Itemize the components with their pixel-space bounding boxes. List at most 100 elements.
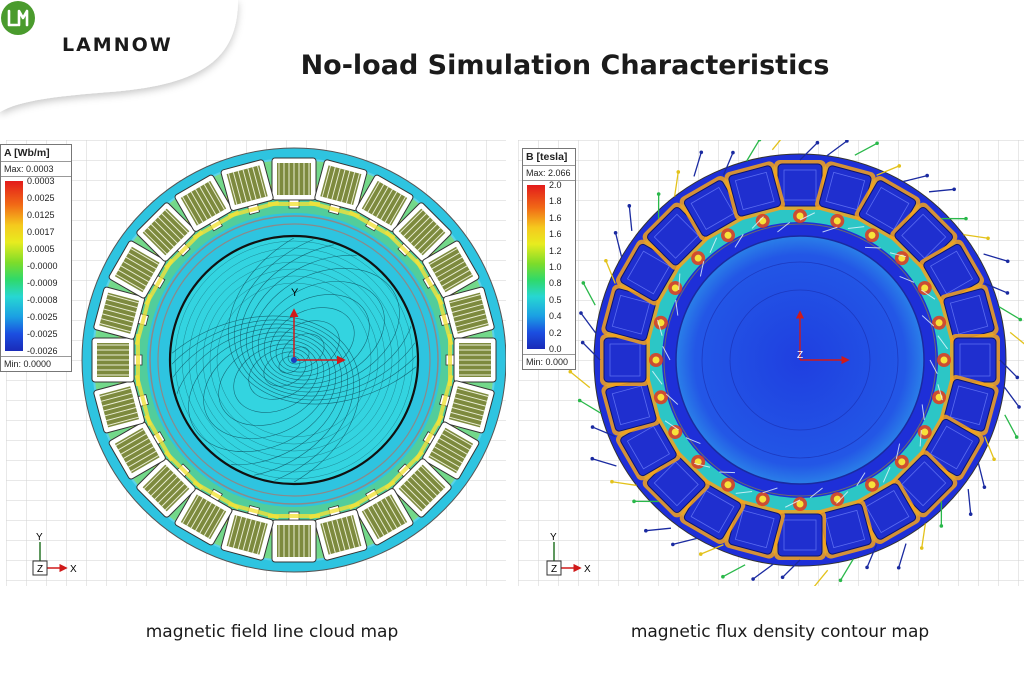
flux-vector [928, 188, 955, 193]
stator-slot [108, 240, 174, 306]
legend-tick: 2.0 [549, 180, 562, 190]
stator-slot [600, 334, 663, 386]
legend-min: Min: 0.000 [523, 354, 575, 369]
flux-vector [614, 232, 623, 258]
legend-tick: 0.0005 [27, 244, 55, 254]
stator-slots [600, 160, 1000, 560]
stator-slot [774, 497, 826, 560]
right-caption: magnetic flux density contour map [630, 622, 930, 642]
flux-vector [746, 140, 761, 162]
flux-density-figure: Z Z Y X [518, 140, 1024, 586]
stator-slot [815, 492, 876, 559]
legend-tick: -0.0000 [27, 261, 58, 271]
stator-slot [308, 159, 368, 218]
legend-tick: 0.5 [549, 294, 562, 305]
legend-max: Max: 2.066 [523, 166, 575, 181]
left-caption: magnetic field line cloud map [145, 622, 399, 642]
flux-vector [582, 282, 596, 306]
legend-tick: 0.0003 [27, 176, 55, 186]
page-title: No-load Simulation Characteristics [300, 50, 830, 81]
flux-vector [771, 140, 782, 151]
potential-legend: A [Wb/m] Max: 0.0003 0.0003 0.0025 0.0125 0… [0, 144, 72, 372]
flux-vector [1003, 386, 1020, 408]
field-line-figure: Y Z Y X [6, 140, 506, 586]
legend-tick: 0.0 [549, 344, 562, 354]
flux-vector [983, 253, 1008, 262]
flux-vector [592, 426, 616, 438]
stator-slot [93, 286, 152, 346]
stator-slot [308, 502, 368, 561]
legend-tick: -0.0025 [27, 329, 58, 339]
legend-min: Min: 0.0000 [1, 356, 71, 371]
stator-slot [348, 480, 414, 546]
center-z-label: Z [797, 350, 803, 361]
coordinate-triad: Z Y X [32, 532, 77, 576]
flux-vectors [568, 140, 1024, 586]
svg-text:X: X [584, 564, 591, 575]
flux-vector [984, 282, 1008, 294]
stator-slot [174, 174, 240, 240]
flux-vector [963, 233, 989, 239]
flux-vector [977, 462, 986, 488]
svg-text:Y: Y [550, 532, 557, 543]
flux-vector [782, 559, 801, 578]
brand-name[interactable]: LAMNOW [62, 34, 173, 56]
legend-tick: 1.6 [549, 212, 562, 223]
legend-tick: -0.0009 [27, 278, 58, 288]
legend-max: Max: 0.0003 [1, 162, 71, 177]
logo-mark-icon [1, 1, 35, 35]
legend-tick: 1.8 [549, 196, 562, 207]
flux-vector [921, 523, 927, 549]
legend-tick: 1.0 [549, 262, 562, 272]
flux-vector [799, 142, 818, 161]
legend-tick: 0.0125 [27, 210, 55, 220]
stator-slot [93, 374, 152, 434]
flux-vector [579, 399, 602, 414]
stator-slot [384, 450, 452, 518]
flux-vector [628, 205, 633, 232]
legend-tick: 0.4 [549, 311, 562, 322]
flux-vector [592, 458, 617, 467]
coordinate-triad: Z Y X [546, 532, 591, 576]
legend-tick: 1.2 [549, 245, 562, 256]
stator-slot [414, 414, 480, 480]
flux-vector [722, 564, 746, 578]
stator-slot [136, 450, 204, 518]
flux-vector [752, 563, 774, 580]
flux-vector [580, 312, 597, 334]
legend-color-bar [5, 181, 23, 351]
stator-slot [91, 334, 143, 386]
flux-vector [722, 152, 734, 176]
flux-vector [876, 165, 900, 176]
legend-tick: 0.0017 [27, 227, 55, 237]
stator-slot [108, 414, 174, 480]
stator-slot [724, 161, 785, 228]
logo-tab-background [0, 0, 238, 112]
flux-vector [605, 260, 616, 284]
svg-text:Y: Y [36, 532, 43, 543]
stator-slot [136, 202, 204, 270]
flux-vector [902, 174, 928, 183]
legend-tick: -0.0025 [27, 312, 58, 322]
stator-slot [268, 157, 320, 209]
stator-slot [268, 511, 320, 563]
stator-slot [932, 284, 999, 345]
flux-vector [582, 342, 601, 361]
stator-slot [436, 286, 495, 346]
flux-vector [1009, 331, 1024, 345]
flux-vector [673, 171, 679, 197]
flux-vector [700, 544, 724, 555]
stator-slot [384, 202, 452, 270]
stator-slot [445, 334, 497, 386]
legend-ticks: 0.0003 0.0025 0.0125 0.0017 0.0005 -0.0000 -0.… [27, 176, 69, 356]
svg-text:X: X [70, 564, 77, 575]
flux-legend: B [tesla] Max: 2.066 2.0 1.8 1.6 1.6 1.2 1.0 0… [522, 148, 576, 370]
flux-vector [984, 436, 995, 460]
flux-vector [813, 569, 829, 586]
flux-vector [898, 543, 907, 568]
flux-vector [866, 544, 878, 568]
stator-slots [91, 157, 497, 563]
legend-ticks: 2.0 1.8 1.6 1.6 1.2 1.0 0.8 0.5 0.4 0.2 0.0 [549, 180, 573, 354]
stator-slot [220, 502, 280, 561]
center-y-label: Y [291, 287, 299, 299]
